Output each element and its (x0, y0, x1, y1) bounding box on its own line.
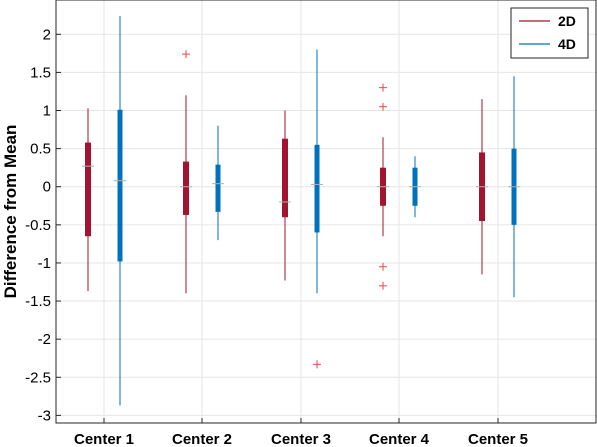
x-tick-label: Center 5 (468, 431, 528, 447)
grid-lines (56, 0, 597, 423)
legend-label: 2D (558, 13, 576, 29)
y-tick-label: -0.5 (25, 217, 51, 234)
x-tick-label: Center 2 (172, 431, 232, 447)
outlier-marker (182, 50, 190, 59)
y-tick-label: 0.5 (30, 141, 51, 158)
y-tick-label: -1.5 (25, 293, 51, 310)
box-4D-center-2 (212, 125, 224, 241)
box-2D-center-5 (476, 99, 488, 275)
y-axis-ticks: 2 1.5 1 0.5 0 -0.5 -1 -1.5 -2 -2.5 -3 (25, 26, 61, 424)
y-tick-label: 2 (43, 26, 51, 43)
y-tick-label: -2 (38, 331, 51, 348)
box-2D-center-1 (82, 108, 94, 292)
axes-frame (55, 0, 597, 424)
legend-label: 4D (558, 36, 576, 52)
outlier-marker (379, 83, 387, 92)
box-2D-center-3 (279, 110, 291, 281)
box-body (117, 109, 123, 262)
y-tick-label: 1.5 (30, 64, 51, 81)
box-body (215, 164, 221, 212)
box-body (183, 161, 189, 215)
box-4D-center-5 (508, 76, 520, 298)
outlier-marker (313, 360, 321, 369)
y-tick-label: -1 (38, 255, 51, 272)
outlier-marker (379, 102, 387, 111)
box-body (314, 144, 320, 233)
box-4D-center-3 (311, 49, 323, 369)
y-axis-label: Difference from Mean (1, 125, 20, 299)
y-tick-label: 1 (43, 103, 51, 120)
y-tick-label: 0 (43, 179, 51, 196)
y-tick-label: -3 (38, 407, 51, 424)
outlier-marker (379, 281, 387, 290)
box-4D-center-1 (114, 16, 126, 406)
box-2D-center-2 (180, 50, 192, 294)
x-tick-label: Center 1 (74, 431, 134, 447)
box-group (82, 16, 520, 406)
box-4D-center-4 (409, 156, 421, 218)
box-body (85, 142, 91, 237)
x-axis-ticks: Center 1 Center 2 Center 3 Center 4 Center 5 (74, 418, 528, 447)
x-tick-label: Center 4 (369, 431, 430, 447)
box-2D-center-4 (377, 83, 389, 290)
box-body (282, 138, 288, 218)
outlier-marker (379, 262, 387, 271)
legend-box (510, 7, 589, 59)
x-tick-label: Center 3 (271, 431, 331, 447)
y-tick-label: -2.5 (25, 369, 51, 386)
